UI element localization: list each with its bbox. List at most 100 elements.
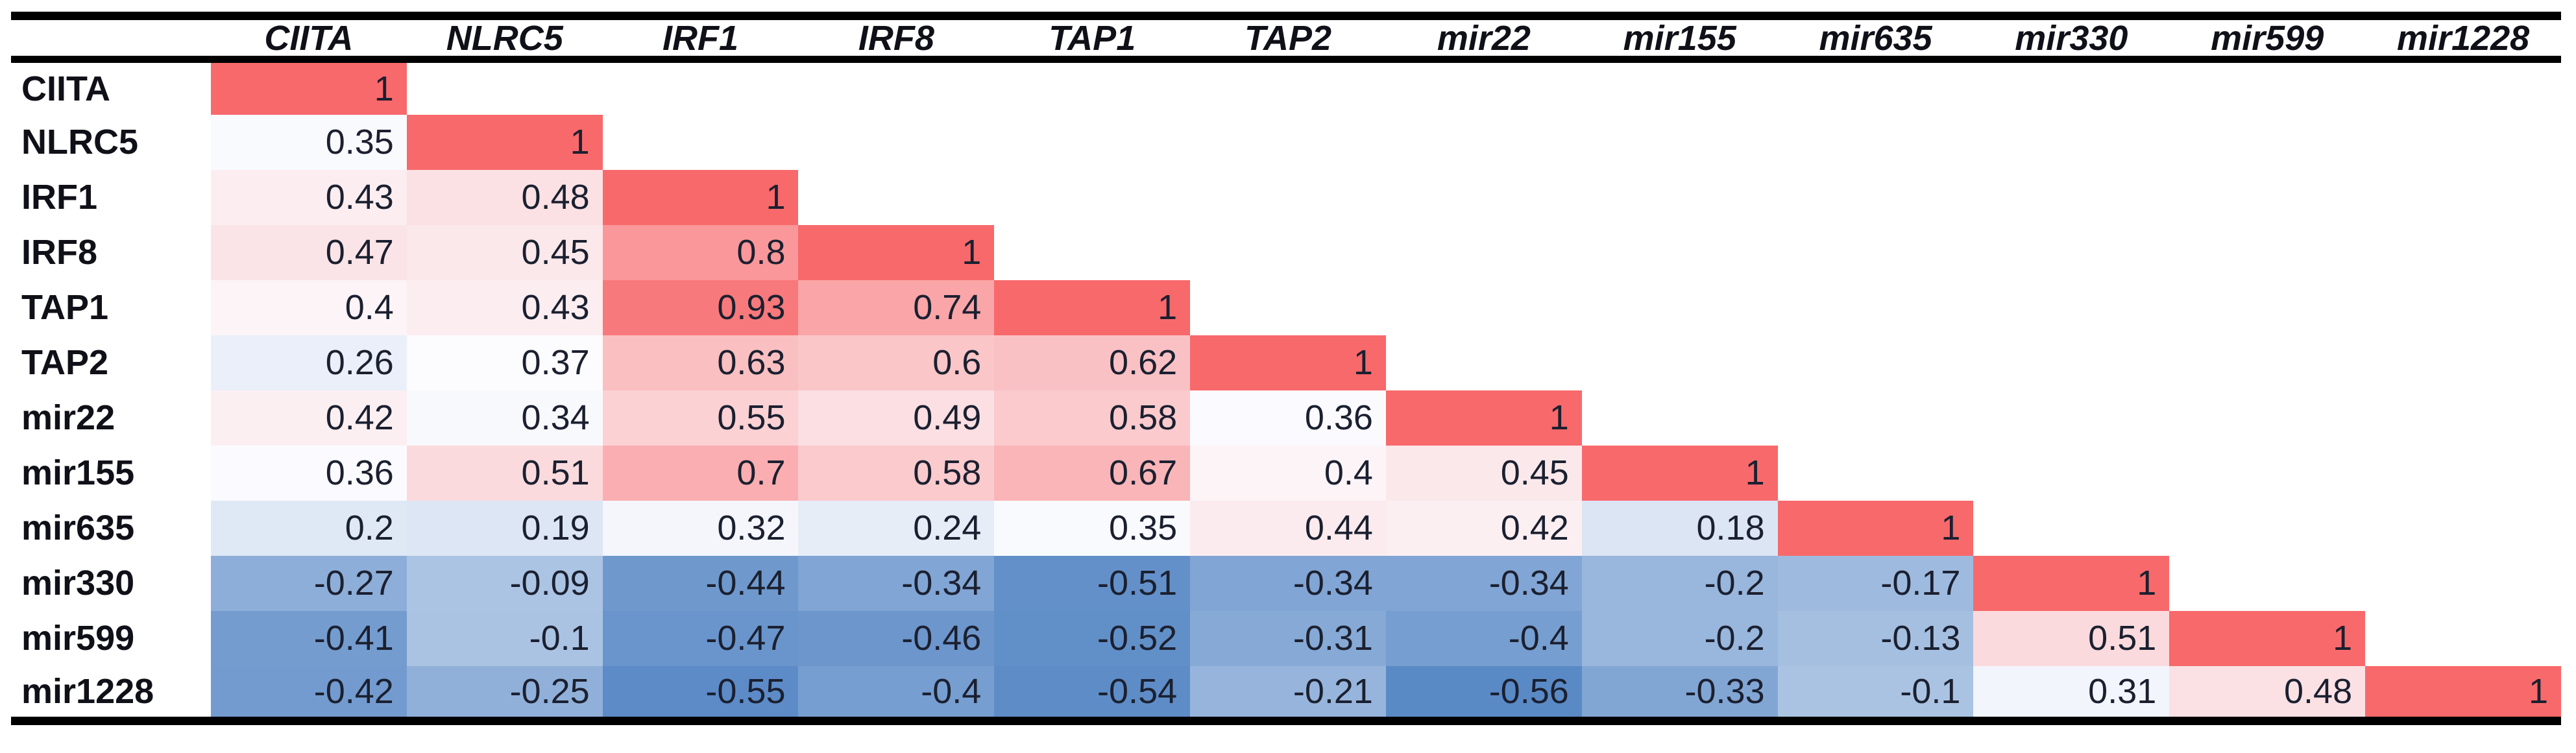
matrix-cell-mir1228-TAP1: -0.54 [994, 665, 1191, 721]
matrix-cell-mir599-mir155: -0.2 [1581, 610, 1778, 666]
row-header-CIITA: CIITA [11, 59, 211, 115]
matrix-cell-mir22-mir22: 1 [1385, 390, 1582, 446]
matrix-cell-NLRC5-CIITA: 0.35 [211, 114, 407, 170]
matrix-cell-CIITA-CIITA: 1 [211, 59, 407, 115]
matrix-cell-empty [2365, 169, 2561, 225]
table-row-mir155: mir155 0.36 0.51 0.7 0.58 0.67 0.4 0.45 1 [11, 445, 2561, 501]
matrix-cell-mir330-mir635: -0.17 [1777, 555, 1974, 611]
matrix-cell-mir635-mir635: 1 [1777, 500, 1974, 556]
row-header-mir599: mir599 [11, 610, 211, 666]
matrix-cell-empty [2365, 390, 2561, 446]
matrix-cell-mir155-NLRC5: 0.51 [406, 445, 603, 501]
matrix-cell-mir330-CIITA: -0.27 [211, 555, 407, 611]
matrix-cell-mir1228-mir155: -0.33 [1581, 665, 1778, 721]
col-header-TAP2: TAP2 [1190, 16, 1386, 63]
matrix-cell-empty [994, 169, 1191, 225]
matrix-cell-empty [406, 59, 603, 115]
matrix-cell-empty [1777, 169, 1974, 225]
matrix-cell-empty [2365, 59, 2561, 115]
col-header-mir155: mir155 [1581, 16, 1778, 63]
matrix-cell-mir635-IRF1: 0.32 [602, 500, 799, 556]
matrix-cell-empty [2169, 280, 2366, 335]
matrix-cell-mir22-TAP2: 0.36 [1190, 390, 1386, 446]
col-header-mir1228: mir1228 [2365, 16, 2561, 63]
matrix-cell-empty [1777, 280, 1974, 335]
matrix-cell-empty [994, 224, 1191, 280]
matrix-cell-empty [1973, 169, 2170, 225]
matrix-cell-mir635-mir155: 0.18 [1581, 500, 1778, 556]
col-header-mir22: mir22 [1385, 16, 1582, 63]
matrix-cell-empty [1190, 59, 1386, 115]
table-row-IRF1: IRF1 0.43 0.48 1 [11, 169, 2561, 225]
matrix-cell-empty [1190, 280, 1386, 335]
matrix-cell-mir330-mir22: -0.34 [1385, 555, 1582, 611]
matrix-cell-mir635-mir22: 0.42 [1385, 500, 1582, 556]
matrix-cell-mir22-NLRC5: 0.34 [406, 390, 603, 446]
matrix-cell-empty [2365, 114, 2561, 170]
matrix-cell-IRF8-NLRC5: 0.45 [406, 224, 603, 280]
matrix-cell-empty [1190, 169, 1386, 225]
matrix-cell-empty [1581, 390, 1778, 446]
col-header-IRF1: IRF1 [602, 16, 799, 63]
matrix-cell-mir22-TAP1: 0.58 [994, 390, 1191, 446]
row-header-TAP2: TAP2 [11, 335, 211, 390]
matrix-cell-NLRC5-NLRC5: 1 [406, 114, 603, 170]
matrix-cell-TAP2-IRF1: 0.63 [602, 335, 799, 390]
matrix-cell-empty [1973, 390, 2170, 446]
matrix-cell-empty [2365, 610, 2561, 666]
matrix-cell-mir1228-NLRC5: -0.25 [406, 665, 603, 721]
matrix-cell-mir330-IRF8: -0.34 [798, 555, 995, 611]
row-header-mir22: mir22 [11, 390, 211, 446]
matrix-cell-mir599-IRF8: -0.46 [798, 610, 995, 666]
matrix-cell-IRF8-IRF1: 0.8 [602, 224, 799, 280]
matrix-cell-empty [2169, 335, 2366, 390]
matrix-cell-empty [1973, 445, 2170, 501]
matrix-cell-mir599-mir22: -0.4 [1385, 610, 1582, 666]
matrix-cell-mir330-TAP2: -0.34 [1190, 555, 1386, 611]
matrix-cell-mir22-CIITA: 0.42 [211, 390, 407, 446]
matrix-cell-mir1228-mir330: 0.31 [1973, 665, 2170, 721]
matrix-cell-empty [2365, 445, 2561, 501]
matrix-cell-empty [2169, 445, 2366, 501]
matrix-cell-mir155-TAP1: 0.67 [994, 445, 1191, 501]
matrix-cell-empty [798, 59, 995, 115]
table-row-mir330: mir330 -0.27 -0.09 -0.44 -0.34 -0.51 -0.34 -0.3… [11, 555, 2561, 611]
matrix-cell-mir599-NLRC5: -0.1 [406, 610, 603, 666]
matrix-cell-mir155-IRF1: 0.7 [602, 445, 799, 501]
matrix-cell-mir330-mir330: 1 [1973, 555, 2170, 611]
matrix-cell-empty [2169, 555, 2366, 611]
matrix-cell-empty [1385, 59, 1582, 115]
matrix-cell-mir1228-mir635: -0.1 [1777, 665, 1974, 721]
row-header-NLRC5: NLRC5 [11, 114, 211, 170]
matrix-cell-empty [2365, 335, 2561, 390]
matrix-cell-TAP1-NLRC5: 0.43 [406, 280, 603, 335]
table-row-TAP2: TAP2 0.26 0.37 0.63 0.6 0.62 1 [11, 335, 2561, 390]
matrix-cell-empty [1973, 280, 2170, 335]
matrix-cell-empty [2365, 280, 2561, 335]
matrix-cell-empty [2169, 500, 2366, 556]
correlation-matrix-table: CIITA NLRC5 IRF1 IRF8 TAP1 TAP2 mir22 mir155 mir… [11, 12, 2561, 725]
matrix-cell-empty [1581, 280, 1778, 335]
matrix-cell-IRF1-IRF1: 1 [602, 169, 799, 225]
col-header-TAP1: TAP1 [994, 16, 1191, 63]
table-row-CIITA: CIITA 1 [11, 59, 2561, 115]
matrix-cell-mir330-NLRC5: -0.09 [406, 555, 603, 611]
matrix-cell-empty [1581, 335, 1778, 390]
matrix-cell-mir635-NLRC5: 0.19 [406, 500, 603, 556]
matrix-cell-TAP1-CIITA: 0.4 [211, 280, 407, 335]
matrix-cell-empty [1190, 114, 1386, 170]
table-row-TAP1: TAP1 0.4 0.43 0.93 0.74 1 [11, 280, 2561, 335]
matrix-cell-TAP1-TAP1: 1 [994, 280, 1191, 335]
matrix-cell-mir1228-TAP2: -0.21 [1190, 665, 1386, 721]
matrix-cell-mir599-mir635: -0.13 [1777, 610, 1974, 666]
matrix-cell-empty [1777, 114, 1974, 170]
matrix-cell-empty [1777, 445, 1974, 501]
matrix-cell-empty [1777, 390, 1974, 446]
row-header-TAP1: TAP1 [11, 280, 211, 335]
matrix-cell-empty [2169, 224, 2366, 280]
matrix-cell-empty [602, 59, 799, 115]
matrix-cell-empty [1973, 114, 2170, 170]
matrix-cell-mir155-IRF8: 0.58 [798, 445, 995, 501]
row-header-IRF8: IRF8 [11, 224, 211, 280]
matrix-cell-IRF8-CIITA: 0.47 [211, 224, 407, 280]
